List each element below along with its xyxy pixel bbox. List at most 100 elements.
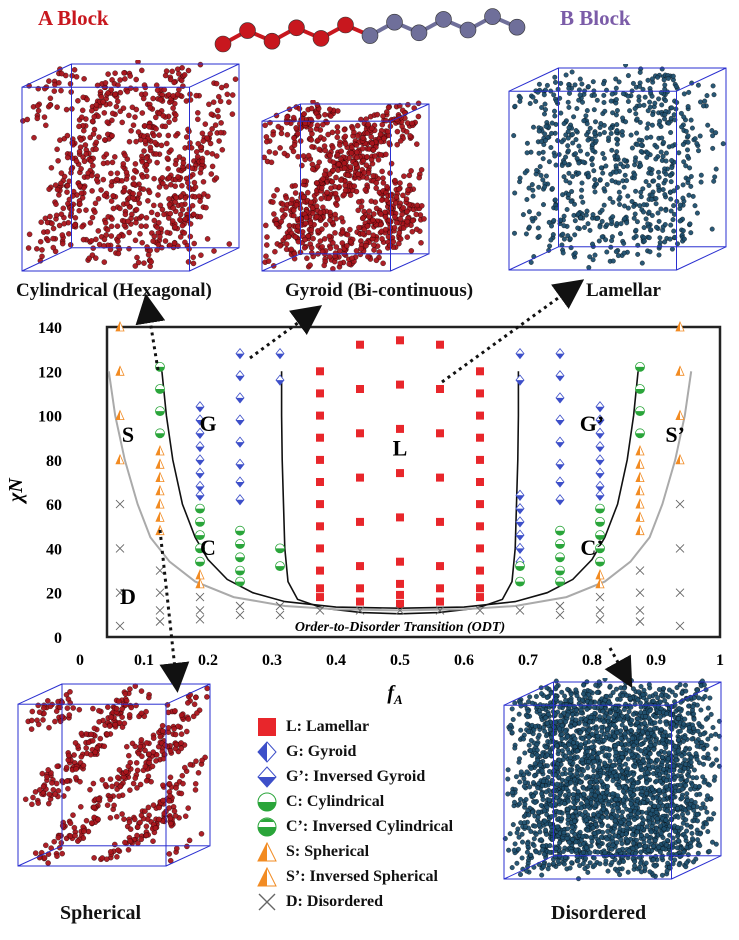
circle-fill xyxy=(235,557,245,562)
bead xyxy=(178,731,185,737)
bead xyxy=(372,153,378,159)
bead xyxy=(681,91,687,97)
bead xyxy=(89,214,96,221)
bead xyxy=(668,179,674,185)
bead xyxy=(321,171,328,178)
bead xyxy=(55,834,62,841)
bead xyxy=(109,216,115,222)
bead xyxy=(634,142,640,148)
bead xyxy=(64,778,70,784)
bead xyxy=(669,246,675,252)
bead xyxy=(117,77,123,83)
bead xyxy=(99,777,106,783)
bead xyxy=(139,239,145,246)
square-shape xyxy=(356,517,364,526)
bead xyxy=(363,242,369,249)
bead xyxy=(578,215,584,221)
bead xyxy=(534,167,540,173)
cross-marker xyxy=(675,588,685,598)
bead xyxy=(624,163,630,169)
bead xyxy=(396,186,402,192)
bead xyxy=(553,205,559,211)
bead xyxy=(584,108,590,114)
bead xyxy=(536,150,542,156)
bead xyxy=(632,172,638,178)
odt-left-curve xyxy=(107,371,401,612)
bead xyxy=(669,143,675,149)
bead xyxy=(160,728,166,734)
bead xyxy=(133,760,140,766)
bead xyxy=(571,114,577,120)
bead xyxy=(134,824,141,830)
bead xyxy=(410,217,416,224)
bead xyxy=(684,778,690,784)
square-shape xyxy=(356,584,364,593)
bead xyxy=(77,201,83,207)
bead xyxy=(125,763,132,770)
bead xyxy=(683,761,689,767)
bead xyxy=(561,861,567,867)
bead xyxy=(138,836,145,843)
bead xyxy=(712,174,718,180)
bead xyxy=(318,195,324,202)
bead xyxy=(613,249,619,255)
bead xyxy=(613,169,619,175)
bead xyxy=(663,692,669,698)
bead xyxy=(621,240,627,246)
y-tick-label: 0 xyxy=(54,630,62,647)
cross-marker xyxy=(115,499,125,509)
bead xyxy=(517,175,523,181)
cross-marker xyxy=(635,606,645,615)
bead xyxy=(559,736,565,742)
bead xyxy=(34,246,40,252)
bead xyxy=(333,174,339,181)
bead xyxy=(393,219,400,226)
bead xyxy=(150,735,157,741)
bead xyxy=(634,116,640,122)
bead xyxy=(633,227,639,233)
triangle-fill xyxy=(676,454,680,464)
square-marker xyxy=(316,411,324,420)
bead xyxy=(540,177,546,183)
bead xyxy=(180,780,186,787)
square-shape xyxy=(316,500,324,509)
bead xyxy=(641,102,647,108)
bead xyxy=(579,772,585,778)
bead xyxy=(146,759,152,766)
cross-shape xyxy=(635,588,645,598)
bead xyxy=(388,160,395,167)
bead xyxy=(266,149,273,155)
bead xyxy=(182,216,189,222)
bead xyxy=(40,783,47,790)
bead xyxy=(132,167,138,174)
bead xyxy=(375,157,382,163)
bead xyxy=(54,763,60,770)
bead xyxy=(153,114,159,121)
bead xyxy=(566,104,572,110)
bead xyxy=(620,91,626,97)
square-shape xyxy=(316,593,324,602)
x-axis-label: fA xyxy=(387,682,403,707)
bead xyxy=(698,707,704,713)
bead xyxy=(613,76,619,82)
bead xyxy=(558,110,564,116)
cross-marker xyxy=(675,544,685,553)
bead xyxy=(683,128,689,134)
bead xyxy=(682,766,688,771)
bead xyxy=(72,740,79,746)
square-marker xyxy=(316,433,324,442)
bead xyxy=(277,145,283,151)
bead xyxy=(106,723,113,729)
bead xyxy=(178,202,185,208)
x-tick-label: 0.1 xyxy=(134,652,154,669)
diamond-fill xyxy=(596,420,604,425)
gyroid-marker xyxy=(195,489,205,501)
bead xyxy=(34,102,41,109)
bead xyxy=(669,165,675,171)
bead xyxy=(551,92,557,98)
bead xyxy=(51,838,57,845)
bead xyxy=(300,153,307,159)
square-shape xyxy=(396,599,404,608)
bead xyxy=(117,783,124,790)
bead xyxy=(112,841,118,848)
